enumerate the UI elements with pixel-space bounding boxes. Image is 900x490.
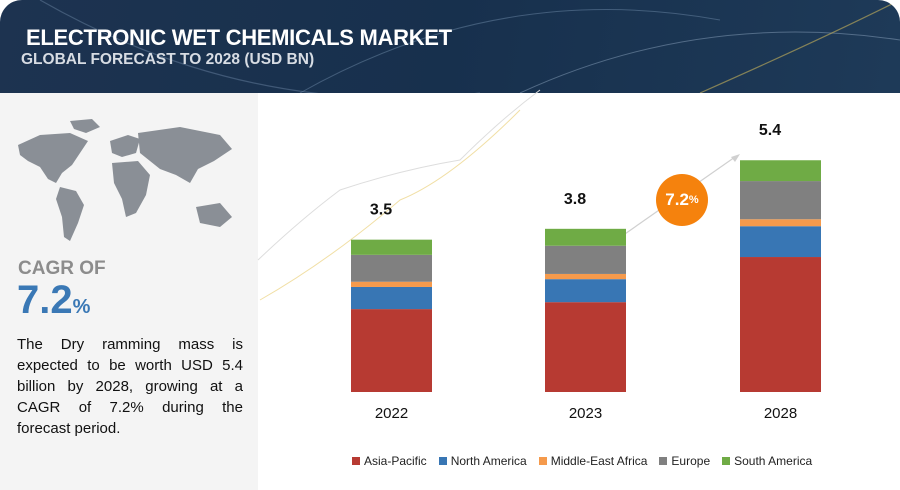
cagr-label: CAGR OF <box>18 258 106 279</box>
bar-segment-middle-east-africa-2028 <box>740 219 821 227</box>
growth-arrow-head <box>731 154 740 162</box>
bar-segment-south-america-2023 <box>545 228 626 246</box>
legend-item: South America <box>722 454 812 468</box>
legend-label: Middle-East Africa <box>550 454 648 468</box>
legend-label: South America <box>734 454 813 468</box>
chart-subtitle: GLOBAL FORECAST TO 2028 (USD BN) <box>21 51 315 68</box>
bar-segment-north-america-2028 <box>740 226 821 258</box>
chart-title: ELECTRONIC WET CHEMICALS MARKET <box>26 25 452 50</box>
header-banner: ELECTRONIC WET CHEMICALS MARKET GLOBAL F… <box>0 0 900 93</box>
cagr-unit: % <box>72 296 91 318</box>
x-tick-label-2023: 2023 <box>569 405 602 422</box>
bar-segment-europe-2028 <box>740 181 821 220</box>
legend-swatch <box>438 457 447 465</box>
badge-value: 7.2 <box>665 190 689 209</box>
decorative-curve <box>257 89 541 261</box>
bar-segment-middle-east-africa-2023 <box>545 273 626 280</box>
bar-segment-asia-pacific-2023 <box>545 302 626 392</box>
legend-item: North America <box>438 454 527 468</box>
legend-swatch <box>659 457 668 465</box>
cagr-badge: 7.2% <box>656 174 708 226</box>
x-tick-label-2028: 2028 <box>764 405 797 422</box>
bar-segment-asia-pacific-2028 <box>740 257 821 392</box>
legend-label: Asia-Pacific <box>364 454 427 468</box>
chart-legend: Asia-Pacific North America Middle-East Afr… <box>352 454 812 468</box>
bar-segment-north-america-2023 <box>545 279 626 303</box>
bar-segment-europe-2023 <box>545 245 626 274</box>
bar-segment-europe-2022 <box>351 254 432 282</box>
legend-item: Europe <box>659 454 710 468</box>
bar-segment-south-america-2022 <box>351 239 432 255</box>
legend-item: Asia-Pacific <box>352 454 427 468</box>
legend-swatch <box>722 457 731 465</box>
bar-segment-north-america-2022 <box>351 286 432 310</box>
x-tick-label-2022: 2022 <box>375 405 408 422</box>
decorative-fiber-lines <box>39 0 900 93</box>
market-description: The Dry ramming mass is expected to be w… <box>17 336 243 437</box>
badge-unit: % <box>688 194 699 206</box>
bar-segment-asia-pacific-2022 <box>351 309 432 392</box>
decorative-curve <box>259 109 521 301</box>
world-map-icon <box>18 119 232 241</box>
legend-swatch <box>538 457 547 465</box>
bar-segment-south-america-2028 <box>740 160 821 182</box>
summary-panel: CAGR OF 7.2% The Dry ramming mass is exp… <box>0 93 258 490</box>
total-label-2022: 3.5 <box>370 202 392 219</box>
total-label-2023: 3.8 <box>564 191 586 208</box>
cagr-number: 7.2 <box>17 278 73 322</box>
legend-label: North America <box>450 454 527 468</box>
total-label-2028: 5.4 <box>759 122 781 139</box>
cagr-value: 7.2% <box>17 278 90 323</box>
legend-label: Europe <box>671 454 711 468</box>
bar-segment-middle-east-africa-2022 <box>351 281 432 287</box>
legend-swatch <box>352 457 360 465</box>
legend-item: Middle-East Africa <box>538 454 648 468</box>
